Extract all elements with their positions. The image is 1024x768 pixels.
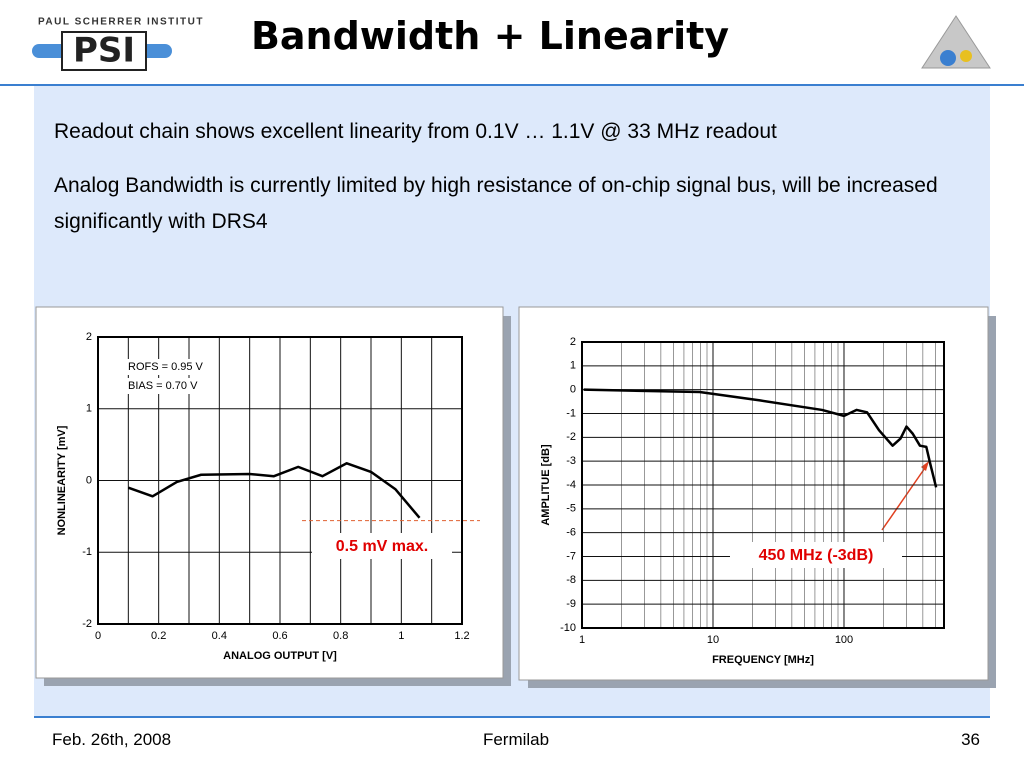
footer-date: Feb. 26th, 2008 <box>52 730 172 749</box>
y-tick-label: 1 <box>570 360 576 372</box>
data-line <box>583 388 938 488</box>
logo-icon-dot <box>940 50 956 66</box>
chart-panel <box>35 306 504 679</box>
logo-icon <box>921 15 991 69</box>
y-tick-label: -5 <box>566 503 576 515</box>
x-tick-label: 10 <box>707 634 719 646</box>
y-tick-label: -3 <box>566 455 576 467</box>
logo-institute: PAUL SCHERRER INSTITUT <box>38 17 204 28</box>
callout-box <box>730 542 902 568</box>
y-tick-label: -8 <box>566 574 576 586</box>
y-tick-label: 2 <box>570 336 576 348</box>
y-tick-label: 1 <box>86 403 92 415</box>
logo-icon-dot <box>960 50 972 62</box>
x-tick-label: 0 <box>95 630 101 642</box>
annotation-bg <box>126 378 208 394</box>
y-tick-label: -2 <box>566 431 576 443</box>
y-axis-title: AMPLITUE [dB] <box>540 444 552 526</box>
x-tick-label: 0.6 <box>272 630 287 642</box>
data-line <box>127 462 421 519</box>
y-tick-label: -1 <box>566 407 576 419</box>
annotation: BIAS = 0.70 V <box>128 380 198 392</box>
y-tick-label: -7 <box>566 550 576 562</box>
y-tick-label: -1 <box>82 546 92 558</box>
footer-rule <box>34 716 990 718</box>
y-tick-label: -4 <box>566 479 576 491</box>
footer-venue: Fermilab <box>482 730 550 749</box>
y-tick-label: -10 <box>560 622 576 634</box>
footer-page: 36 <box>961 730 980 749</box>
plot-frame <box>581 341 945 629</box>
y-tick-label: 0 <box>86 474 92 486</box>
slide-title: Bandwidth + Linearity <box>250 14 730 58</box>
y-axis-title: NONLINEARITY [mV] <box>56 425 68 535</box>
callout-arrow <box>881 464 928 531</box>
y-tick-label: 2 <box>86 331 92 343</box>
callout: 0.5 mV max. <box>336 538 429 555</box>
y-tick-label: 0 <box>570 384 576 396</box>
x-tick-label: 100 <box>835 634 853 646</box>
annotation-bg <box>126 359 208 375</box>
callout: 450 MHz (-3dB) <box>759 547 874 564</box>
x-tick-label: 0.2 <box>151 630 166 642</box>
logo-box <box>61 31 147 71</box>
plot-frame <box>97 336 463 625</box>
x-axis-title: ANALOG OUTPUT [V] <box>223 650 337 662</box>
logo-mark: PSI <box>73 31 135 71</box>
annotation: ROFS = 0.95 V <box>128 361 204 373</box>
bullet-text: Readout chain shows excellent linearity … <box>54 120 777 143</box>
x-tick-label: 1 <box>579 634 585 646</box>
x-tick-label: 0.8 <box>333 630 348 642</box>
y-tick-label: -2 <box>82 618 92 630</box>
x-axis-title: FREQUENCY [MHz] <box>712 654 814 666</box>
y-tick-label: -9 <box>566 598 576 610</box>
y-tick-label: -6 <box>566 527 576 539</box>
x-tick-label: 1.2 <box>454 630 469 642</box>
x-tick-label: 0.4 <box>212 630 227 642</box>
callout-box <box>312 533 452 559</box>
x-tick-label: 1 <box>398 630 404 642</box>
bullet-text: Analog Bandwidth is currently limited by… <box>54 174 938 233</box>
chart-panel <box>518 306 989 681</box>
header-rule <box>0 84 1024 86</box>
